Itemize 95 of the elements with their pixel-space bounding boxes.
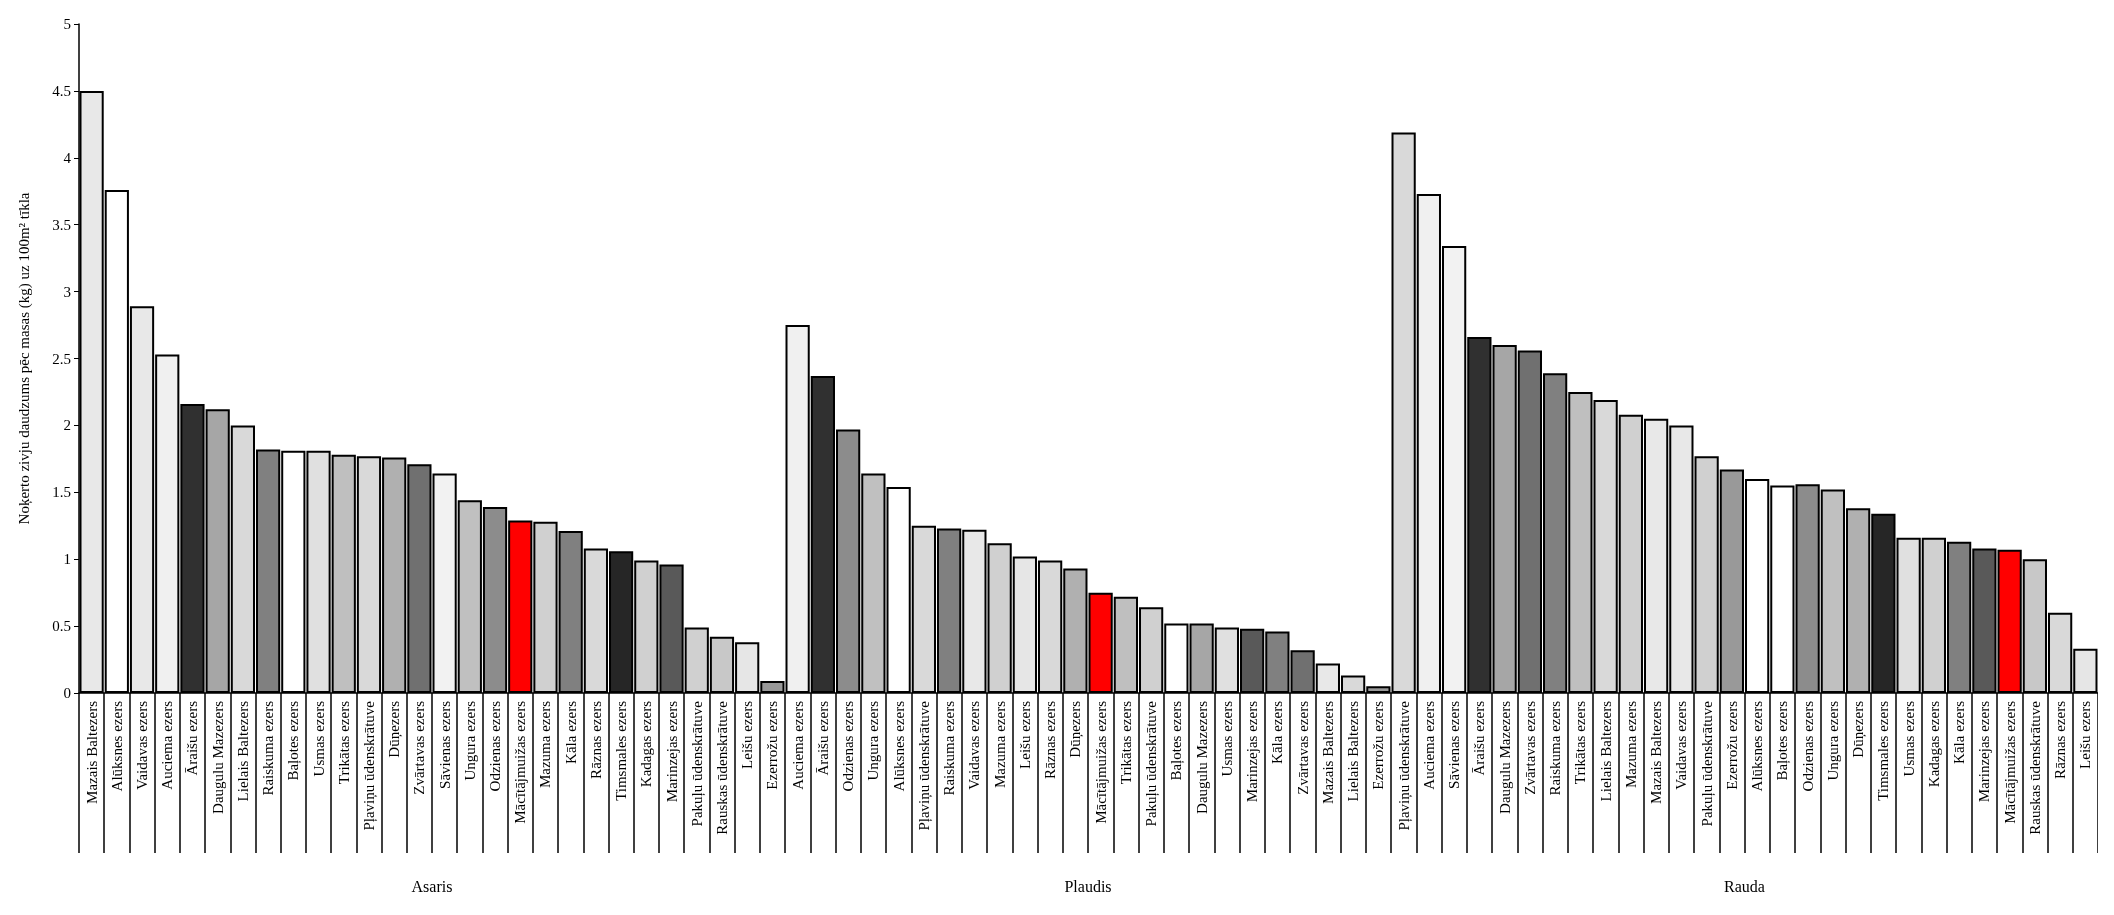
x-tick-label: Odzienas ezers <box>487 700 504 792</box>
x-tick-label: Auciema ezers <box>159 700 176 790</box>
x-tick-label: Mazuma ezers <box>537 700 554 789</box>
x-tick-label: Āraišu ezers <box>1471 700 1488 776</box>
x-tick-label: Raiskuma ezers <box>1547 700 1564 796</box>
x-tick-label: Daugulu Mazezers <box>1496 700 1513 814</box>
x-tick-label: Alūksnes ezers <box>108 700 125 792</box>
x-tick-label: Dūņezers <box>386 700 404 758</box>
x-tick-label: Alūksnes ezers <box>1749 700 1766 792</box>
x-tick-label: Mazuma ezers <box>991 700 1008 789</box>
x-tick-label: Sāvienas ezers <box>436 700 453 789</box>
y-tick-label: 2 <box>63 417 71 434</box>
x-tick-label: Pakuļu ūdenskrātuve <box>1143 700 1161 827</box>
x-tick-label: Ezerrožu ezers <box>764 700 781 790</box>
x-tick-label: Pļaviņu ūdenskrātuve <box>1395 700 1413 831</box>
y-tick-label: 1 <box>63 551 71 568</box>
x-tick-label: Baļotes ezers <box>1168 700 1186 781</box>
x-tick-label: Rāznas ezers <box>2052 700 2069 779</box>
y-tick-label: 3.5 <box>52 216 71 233</box>
x-tick-label: Trikātas ezers <box>335 700 352 785</box>
x-tick-label: Usmas ezers <box>1900 700 1917 777</box>
x-axis-title: Rauda <box>1724 877 1765 895</box>
x-tick-label: Baļotes ezers <box>285 700 303 781</box>
x-tick-label: Ungura ezers <box>1824 700 1841 781</box>
x-tick-label: Timsmales ezers <box>613 700 630 801</box>
x-tick-label: Marinzejas ezers <box>1976 700 1993 803</box>
y-tick-label: 1.5 <box>52 484 71 501</box>
x-tick-label: Rāznas ezers <box>587 700 604 779</box>
x-tick-label: Rāznas ezers <box>1042 700 1059 779</box>
x-tick-label: Raiskuma ezers <box>260 700 277 796</box>
y-tick-label: 2.5 <box>52 350 71 367</box>
x-tick-label: Marinzejas ezers <box>663 700 680 803</box>
x-tick-label: Alūksnes ezers <box>890 700 907 792</box>
y-tick-label: 0.5 <box>52 618 71 635</box>
x-tick-label: Trikātas ezers <box>1117 700 1134 785</box>
x-tick-label: Kadagas ezers <box>1925 700 1942 788</box>
x-tick-label: Kāla ezers <box>1269 700 1286 764</box>
x-tick-label: Raiskuma ezers <box>941 700 958 796</box>
x-tick-label: Mazais Baltezers <box>83 700 100 804</box>
x-tick-label: Zvārtavas ezers <box>1521 700 1538 795</box>
x-tick-label: Pļaviņu ūdenskrātuve <box>360 700 378 831</box>
x-tick-label: Mazais Baltezers <box>1319 700 1336 804</box>
x-tick-label: Leišu ezers <box>2077 700 2094 769</box>
x-tick-label: Āraišu ezers <box>814 700 831 776</box>
x-tick-label: Pakuļu ūdenskrātuve <box>688 700 706 827</box>
x-axis-title: Plaudis <box>1064 877 1112 895</box>
x-tick-label: Kāla ezers <box>1951 700 1968 764</box>
x-tick-label: Lielais Baltezers <box>234 700 251 802</box>
x-tick-label: Lielais Baltezers <box>1345 700 1362 802</box>
x-tick-label: Āraišu ezers <box>184 700 201 776</box>
x-tick-label: Baļotes ezers <box>1774 700 1792 781</box>
x-tick-label: Ungura ezers <box>865 700 882 781</box>
x-tick-label: Vaidavas ezers <box>134 700 151 790</box>
y-tick-label: 4.5 <box>52 82 71 99</box>
x-tick-label: Mācītājmuižas ezers <box>2001 700 2018 824</box>
x-tick-label: Mācītājmuižas ezers <box>512 700 529 824</box>
x-tick-label: Zvārtavas ezers <box>411 700 428 795</box>
x-tick-label: Odzienas ezers <box>1799 700 1816 792</box>
x-tick-label: Rauskas ūdenskrātuve <box>2026 700 2043 835</box>
y-tick-label: 5 <box>63 16 71 32</box>
y-tick-label: 3 <box>63 283 71 300</box>
x-axis-title: Asaris <box>411 877 453 895</box>
x-tick-label: Ezerrožu ezers <box>1370 700 1387 790</box>
x-tick-label: Usmas ezers <box>1218 700 1235 777</box>
x-tick-label: Auciema ezers <box>789 700 806 790</box>
x-tick-label: Trikātas ezers <box>1572 700 1589 785</box>
x-tick-label: Timsmales ezers <box>1875 700 1892 801</box>
x-tick-label: Marinzejas ezers <box>1244 700 1261 803</box>
x-tick-label: Ezerrožu ezers <box>1723 700 1740 790</box>
y-axis-title: Noķerto zivju daudzums pēc masas (kg) uz 100m² tīkla <box>15 192 33 525</box>
x-tick-label: Leišu ezers <box>739 700 756 769</box>
x-tick-label: Kadagas ezers <box>638 700 655 788</box>
x-tick-label: Pakuļu ūdenskrātuve <box>1698 700 1716 827</box>
x-tick-label: Kāla ezers <box>562 700 579 764</box>
x-tick-label: Dūņezers <box>1850 700 1868 758</box>
y-tick-label: 0 <box>63 685 71 701</box>
x-tick-label: Auciema ezers <box>1420 700 1437 790</box>
x-tick-label: Zvārtavas ezers <box>1294 700 1311 795</box>
x-tick-label: Odzienas ezers <box>840 700 857 792</box>
x-tick-label: Mazuma ezers <box>1622 700 1639 789</box>
x-tick-label: Leišu ezers <box>1016 700 1033 769</box>
x-tick-label: Mazais Baltezers <box>1648 700 1665 804</box>
x-tick-label: Vaidavas ezers <box>1673 700 1690 790</box>
x-tick-label: Usmas ezers <box>310 700 327 777</box>
x-tick-label: Pļaviņu ūdenskrātuve <box>915 700 933 831</box>
x-tick-label: Lielais Baltezers <box>1597 700 1614 802</box>
x-tick-label: Daugulu Mazezers <box>209 700 226 814</box>
x-tick-label: Vaidavas ezers <box>966 700 983 790</box>
x-tick-label: Rauskas ūdenskrātuve <box>713 700 730 835</box>
x-tick-label: Dūņezers <box>1067 700 1085 758</box>
x-tick-label: Daugulu Mazezers <box>1193 700 1210 814</box>
y-tick-label: 4 <box>63 149 72 166</box>
x-tick-label: Ungura ezers <box>461 700 478 781</box>
x-tick-label: Mācītājmuižas ezers <box>1092 700 1109 824</box>
x-tick-label: Sāvienas ezers <box>1446 700 1463 789</box>
